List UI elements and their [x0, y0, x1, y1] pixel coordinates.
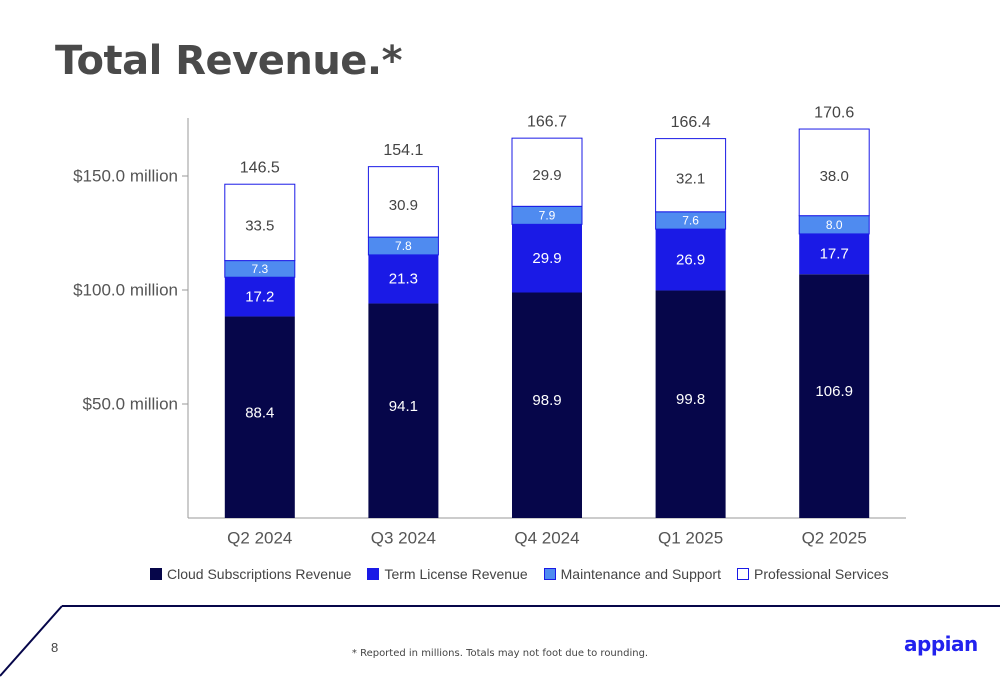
bar-segment-cloud	[224, 316, 295, 518]
legend-item-term: Term License Revenue	[367, 566, 528, 582]
data-label-cloud: 98.9	[532, 392, 561, 409]
bar-total-label: 146.5	[240, 160, 280, 177]
footnote: * Reported in millions. Totals may not f…	[351, 648, 649, 659]
bar-segment-professional	[367, 166, 439, 238]
legend-label-cloud: Cloud Subscriptions Revenue	[167, 566, 352, 582]
data-label-term: 21.3	[389, 271, 418, 288]
appian-logo: appian	[904, 632, 978, 656]
bar-total-label: 166.4	[671, 114, 711, 131]
x-tick-label: Q4 2024	[514, 529, 579, 548]
data-label-professional: 38.0	[820, 168, 849, 185]
data-label-professional: 32.1	[676, 170, 705, 187]
legend-label-maintenance: Maintenance and Support	[560, 566, 721, 582]
data-label-cloud: 106.9	[815, 383, 853, 400]
bar-segment-cloud	[368, 303, 439, 518]
y-tick-label: $100.0 million	[73, 281, 178, 300]
x-tick-label: Q3 2024	[371, 529, 436, 548]
data-label-maintenance: 8.0	[826, 218, 843, 232]
bar-segment-professional	[224, 183, 296, 262]
data-label-term: 17.2	[245, 288, 274, 305]
legend-swatch-maintenance	[543, 568, 556, 580]
data-label-term: 26.9	[676, 251, 705, 268]
y-tick-label: $50.0 million	[83, 395, 178, 414]
bar-segment-term	[655, 229, 726, 291]
legend-label-term: Term License Revenue	[384, 566, 528, 582]
bar-segment-term	[368, 254, 439, 304]
bar-segment-term	[512, 224, 582, 293]
data-label-cloud: 99.8	[676, 391, 705, 408]
bar-segment-cloud	[655, 290, 726, 518]
data-label-term: 29.9	[532, 250, 561, 267]
legend-item-cloud: Cloud Subscriptions Revenue	[150, 566, 351, 582]
data-label-maintenance: 7.8	[395, 239, 412, 253]
legend-swatch-cloud	[150, 568, 162, 580]
bar-segment-professional	[511, 137, 583, 207]
data-label-term: 17.7	[820, 246, 849, 263]
legend-item-professional: Professional Services	[736, 566, 889, 582]
chart-legend: Cloud Subscriptions Revenue Term License…	[150, 566, 889, 582]
x-tick-label: Q1 2025	[658, 529, 723, 548]
x-tick-label: Q2 2025	[802, 529, 867, 548]
bar-total-label: 166.7	[527, 114, 567, 131]
accent-line-diagonal	[0, 605, 63, 677]
data-label-maintenance: 7.3	[251, 262, 268, 276]
bar-total-label: 170.6	[814, 105, 854, 122]
bar-segment-cloud	[799, 274, 870, 518]
data-label-professional: 29.9	[532, 167, 561, 184]
data-label-cloud: 88.4	[245, 405, 274, 422]
legend-label-professional: Professional Services	[753, 566, 889, 582]
data-label-maintenance: 7.9	[539, 208, 556, 222]
data-label-professional: 30.9	[389, 197, 418, 214]
page-number: 8	[51, 640, 59, 655]
bar-total-label: 154.1	[383, 142, 423, 159]
revenue-stacked-bar-chart: $50.0 million $100.0 million $150.0 millio…	[73, 105, 906, 548]
legend-item-maintenance: Maintenance and Support	[543, 566, 721, 582]
bar-segment-term	[799, 233, 870, 275]
legend-swatch-professional	[736, 568, 749, 580]
data-label-cloud: 94.1	[389, 398, 418, 415]
bar-segment-cloud	[512, 292, 582, 518]
legend-swatch-term	[367, 568, 380, 580]
page-title: Total Revenue.*	[55, 38, 403, 84]
data-label-maintenance: 7.6	[682, 213, 699, 227]
bar-segment-professional	[655, 138, 727, 213]
bar-segment-term	[224, 277, 295, 317]
bar-segment-professional	[798, 128, 870, 217]
x-tick-label: Q2 2024	[227, 529, 292, 548]
data-label-professional: 33.5	[245, 218, 274, 235]
y-tick-label: $150.0 million	[73, 167, 178, 186]
